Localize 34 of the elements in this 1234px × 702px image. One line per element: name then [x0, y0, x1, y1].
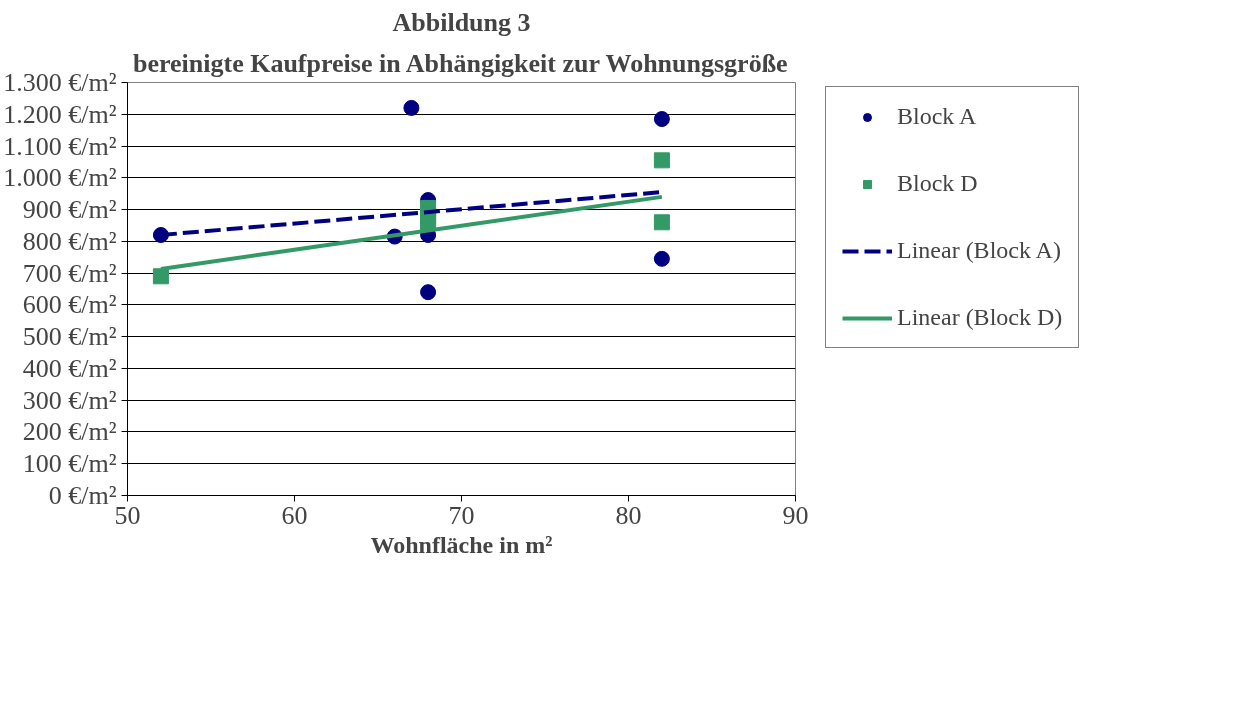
- chart-subtitle: bereinigte Kaufpreise in Abhängigkeit zur Wohnungsgröße: [132, 48, 788, 78]
- y-tick-label: 700 €/m²: [22, 258, 117, 288]
- y-tick-label: 900 €/m²: [22, 195, 117, 225]
- x-tick-label: 70: [448, 500, 475, 530]
- y-tick-label: 1.200 €/m²: [3, 99, 117, 129]
- x-axis-title: Wohnfläche in m²: [370, 531, 553, 558]
- y-tick-label: 800 €/m²: [22, 226, 117, 256]
- y-tick-label: 1.000 €/m²: [3, 163, 117, 193]
- point: [653, 250, 670, 267]
- y-tick-label: 1.100 €/m²: [3, 131, 117, 161]
- point: [403, 99, 420, 116]
- y-tick-label: 200 €/m²: [22, 417, 117, 447]
- point: [653, 152, 670, 169]
- y-tick-label: 100 €/m²: [22, 449, 117, 479]
- y-tick-label: 400 €/m²: [22, 353, 117, 383]
- x-tick-label: 90: [782, 500, 809, 530]
- y-tick-label: 1.300 €/m²: [3, 68, 117, 97]
- legend-label: Linear (Block D): [897, 304, 1063, 331]
- point: [420, 214, 437, 231]
- point: [653, 111, 670, 128]
- legend-label: Block A: [897, 103, 977, 130]
- x-tick-label: 80: [615, 500, 642, 530]
- legend-label: Block D: [897, 170, 978, 197]
- x-tick-label: 50: [114, 500, 141, 530]
- legend-label: Linear (Block A): [897, 237, 1061, 264]
- point: [653, 214, 670, 231]
- chart-title: Abbildung 3: [392, 7, 531, 37]
- point: [420, 284, 437, 301]
- y-tick-label: 600 €/m²: [22, 290, 117, 320]
- x-tick-label: 60: [281, 500, 308, 530]
- y-tick-label: 500 €/m²: [22, 322, 117, 352]
- y-tick-label: 300 €/m²: [22, 385, 117, 415]
- point: [152, 268, 169, 285]
- y-tick-label: 0 €/m²: [48, 481, 117, 510]
